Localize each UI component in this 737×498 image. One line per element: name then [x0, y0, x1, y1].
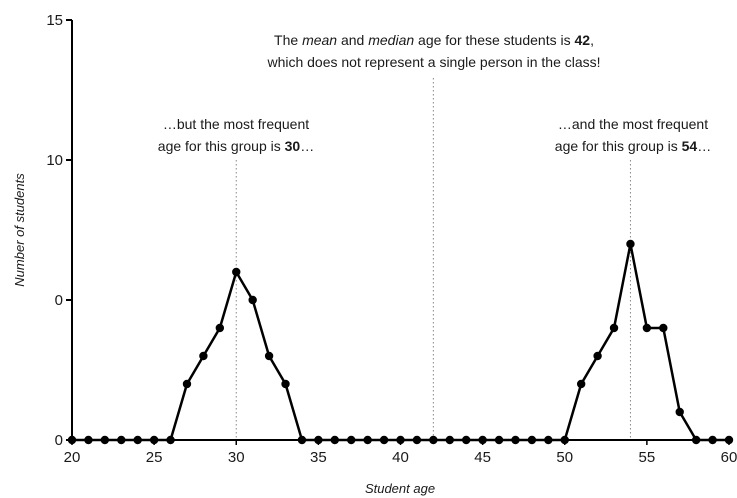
data-point-age-28 — [199, 351, 208, 361]
data-point-age-29 — [215, 323, 225, 333]
annotation-left-line1: …but the most frequent — [163, 116, 309, 132]
data-point-age-22 — [100, 435, 110, 445]
y-tick-label: 15 — [46, 12, 63, 29]
x-tick-label: 40 — [392, 449, 409, 466]
data-point-age-48 — [527, 435, 537, 445]
series-group — [67, 239, 734, 445]
annotation-center-line2: which does not represent a single person… — [266, 54, 600, 70]
data-point-age-47 — [511, 435, 520, 445]
x-tick-label: 55 — [639, 449, 656, 466]
data-point-age-31 — [248, 295, 257, 305]
data-point-age-41 — [412, 435, 422, 445]
y-axis-title: Number of students — [12, 173, 27, 287]
data-point-age-58 — [691, 435, 701, 445]
x-tick-label: 30 — [228, 449, 245, 466]
y-ticks: 0 0 10 15 — [46, 12, 72, 449]
data-point-age-53 — [609, 323, 619, 333]
x-tick-label: 45 — [474, 449, 491, 466]
data-point-age-51 — [576, 379, 586, 389]
data-point-age-32 — [264, 351, 274, 361]
data-point-age-55 — [642, 323, 652, 333]
data-point-age-57 — [675, 407, 684, 417]
data-point-age-43 — [445, 435, 454, 445]
x-tick-label: 25 — [146, 449, 163, 466]
data-point-age-33 — [281, 379, 290, 389]
data-point-age-20 — [67, 435, 77, 445]
y-tick-label: 0 — [55, 292, 63, 309]
data-point-age-54 — [626, 239, 635, 249]
data-point-age-36 — [330, 435, 339, 445]
data-point-age-49 — [544, 435, 553, 445]
data-point-age-42 — [429, 435, 438, 445]
data-point-age-35 — [314, 435, 323, 445]
x-tick-label: 35 — [310, 449, 327, 466]
data-point-age-21 — [84, 435, 93, 445]
annotation-center-line1: The mean and median age for these studen… — [274, 32, 594, 48]
data-point-age-60 — [724, 435, 734, 445]
x-tick-label: 60 — [721, 449, 737, 466]
data-point-age-30 — [232, 267, 241, 277]
data-point-age-59 — [708, 435, 717, 445]
x-tick-label: 50 — [556, 449, 573, 466]
data-point-age-24 — [133, 435, 142, 445]
annotation-right-line1: …and the most frequent — [558, 116, 708, 132]
y-tick-label: 0 — [55, 432, 63, 449]
data-point-age-40 — [396, 435, 405, 445]
reference-lines — [235, 78, 631, 440]
data-point-age-46 — [494, 435, 504, 445]
data-point-age-34 — [297, 435, 307, 445]
data-point-age-38 — [363, 435, 372, 445]
x-ticks: 20 25 30 35 40 45 50 55 60 — [64, 440, 737, 466]
annotation-right-line2: age for this group is 54… — [555, 138, 711, 154]
data-point-age-44 — [462, 435, 471, 445]
data-point-age-26 — [166, 435, 175, 445]
data-point-age-52 — [593, 351, 602, 361]
annotation-left-line2: age for this group is 30… — [158, 138, 314, 154]
data-point-age-39 — [379, 435, 389, 445]
x-tick-label: 20 — [64, 449, 81, 466]
data-point-age-23 — [117, 435, 126, 445]
data-point-age-37 — [347, 435, 356, 445]
data-point-age-50 — [560, 435, 569, 445]
data-point-age-45 — [478, 435, 487, 445]
series-points — [67, 239, 734, 445]
data-point-age-56 — [659, 323, 668, 333]
data-point-age-25 — [149, 435, 159, 445]
data-point-age-27 — [182, 379, 192, 389]
y-tick-label: 10 — [46, 152, 63, 169]
x-axis-title: Student age — [365, 481, 435, 496]
